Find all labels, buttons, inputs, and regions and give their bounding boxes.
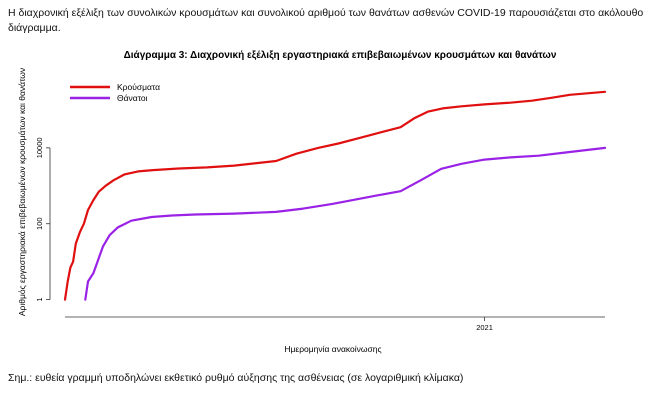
- y-axis-label: Αριθμός εργαστηριακά επιβεβαιωμένων κρου…: [17, 68, 27, 316]
- plot-area: 1 100 10000 2021: [35, 90, 607, 332]
- x-axis-label: Ημερομηνία ανακοίνωσης: [284, 344, 381, 354]
- chart-title: Διάγραμμα 3: Διαχρονική εξέλιξη εργαστηρ…: [124, 50, 557, 61]
- legend: Κρούσματα Θάνατοι: [70, 82, 160, 103]
- x-tick-label-0: 2021: [476, 323, 493, 332]
- series-line-0: [63, 90, 607, 301]
- y-tick-label-2: 10000: [35, 137, 44, 158]
- legend-label-cases: Κρούσματα: [117, 82, 160, 92]
- y-tick-label-1: 100: [35, 217, 44, 230]
- series-line-1: [84, 146, 607, 301]
- footnote: Σημ.: ευθεία γραμμή υποδηλώνει εκθετικό …: [8, 372, 464, 384]
- intro-paragraph: Η διαχρονική εξέλιξη των συνολικών κρουσ…: [8, 7, 644, 34]
- y-tick-label-0: 1: [35, 297, 44, 301]
- legend-label-deaths: Θάνατοι: [117, 93, 148, 103]
